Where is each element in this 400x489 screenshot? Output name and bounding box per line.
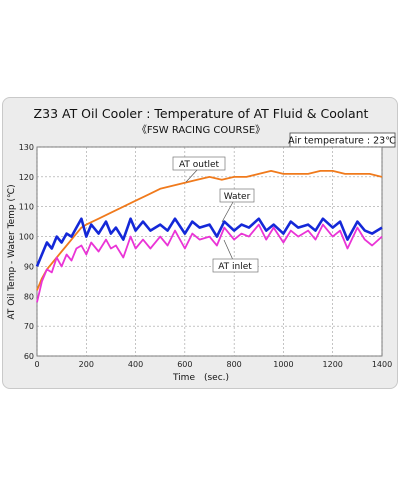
series-line-at-inlet	[36, 223, 383, 303]
x-tick-label: 600	[177, 360, 192, 369]
callout-at-outlet: AT outlet	[172, 156, 226, 183]
series-lines	[35, 169, 383, 303]
callout-at-inlet: AT inlet	[212, 239, 259, 273]
air-temperature-note: Air temperature : 23℃	[288, 136, 396, 147]
y-tick-labels: 60 70 80 90 100 110 120 130	[19, 143, 34, 361]
callout-label-at-outlet: AT outlet	[179, 160, 220, 170]
grid-lines	[36, 146, 383, 357]
x-tick-label: 1200	[323, 360, 343, 369]
y-tick-label: 70	[24, 322, 34, 331]
x-tick-label: 1400	[372, 360, 392, 369]
callout-label-at-inlet: AT inlet	[218, 262, 252, 272]
x-tick-label: 400	[128, 360, 143, 369]
callout-label-water: Water	[224, 192, 251, 202]
y-tick-label: 120	[19, 173, 34, 182]
chart-title: Z33 AT Oil Cooler : Temperature of AT Fl…	[34, 106, 369, 121]
x-tick-label: 800	[227, 360, 242, 369]
y-axis-label: AT Oil Temp - Water Temp (℃)	[7, 184, 17, 319]
y-tick-label: 80	[24, 292, 34, 301]
y-tick-label: 100	[19, 233, 34, 242]
y-tick-label: 130	[19, 143, 34, 152]
callout-water: Water	[219, 188, 255, 223]
series-line-at-outlet	[36, 169, 383, 291]
y-tick-label: 90	[24, 262, 34, 271]
series-line-water	[35, 217, 383, 267]
x-tick-label: 0	[34, 360, 39, 369]
y-tick-label: 60	[24, 352, 34, 361]
y-tick-label: 110	[19, 203, 34, 212]
x-tick-label: 200	[79, 360, 94, 369]
plot-area	[36, 146, 383, 357]
x-axis-label: Time (sec.)	[172, 373, 229, 383]
x-tick-labels: 0 200 400 600 800 1000 1200 1400	[34, 360, 392, 369]
chart-subtitle: 《FSW RACING COURSE》	[137, 124, 265, 136]
x-tick-label: 1000	[273, 360, 293, 369]
